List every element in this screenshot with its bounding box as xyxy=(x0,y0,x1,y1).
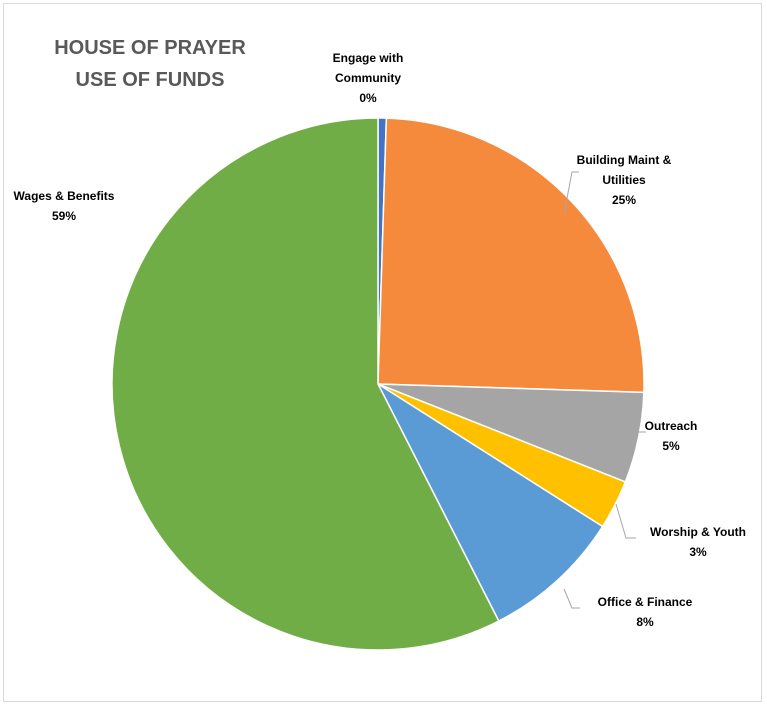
data-label-name: Office & Finance xyxy=(598,595,693,609)
data-label-wages-and-benefits: Wages & Benefits 59% xyxy=(14,189,115,223)
pie-slice-wages-and-benefits xyxy=(111,117,500,651)
leader-line xyxy=(615,503,636,539)
data-label-worship-and-youth: Worship & Youth 3% xyxy=(650,525,746,559)
data-label-percent: 25% xyxy=(612,193,636,207)
data-label-percent: 3% xyxy=(689,545,707,559)
leader-line xyxy=(563,588,580,609)
chart-frame: HOUSE OF PRAYER USE OF FUNDS Engage with C… xyxy=(3,3,762,702)
data-label-name: Engage with xyxy=(333,51,404,65)
chart-title-line: USE OF FUNDS xyxy=(76,69,225,91)
data-label-name: Community xyxy=(335,71,401,85)
data-label-engage-with-community: Engage with Community 0% xyxy=(333,51,404,105)
data-label-office-and-finance: Office & Finance 8% xyxy=(598,595,693,629)
pie-slice-building-maint-and-utilities xyxy=(377,117,645,394)
data-label-name: Outreach xyxy=(645,419,698,433)
data-label-name: Utilities xyxy=(602,173,646,187)
data-labels: Engage with Community 0% Building Maint & Ut… xyxy=(14,51,746,629)
data-label-building-maint-and-utilities: Building Maint & Utilities 25% xyxy=(577,153,672,207)
data-label-percent: 59% xyxy=(52,209,76,223)
pie-chart: HOUSE OF PRAYER USE OF FUNDS Engage with C… xyxy=(14,37,746,651)
leader-line xyxy=(563,171,579,215)
data-label-name: Worship & Youth xyxy=(650,525,746,539)
chart-title-line: HOUSE OF PRAYER xyxy=(54,37,246,59)
pie-slices xyxy=(111,117,645,651)
chart-title: HOUSE OF PRAYER USE OF FUNDS xyxy=(54,37,246,91)
data-label-name: Wages & Benefits xyxy=(14,189,115,203)
data-label-outreach: Outreach 5% xyxy=(645,419,698,453)
data-label-percent: 0% xyxy=(359,91,377,105)
pie-slice-office-and-finance xyxy=(376,381,604,623)
data-label-percent: 5% xyxy=(662,439,680,453)
data-label-percent: 8% xyxy=(636,615,654,629)
data-label-name: Building Maint & xyxy=(577,153,672,167)
leader-lines xyxy=(563,171,646,609)
